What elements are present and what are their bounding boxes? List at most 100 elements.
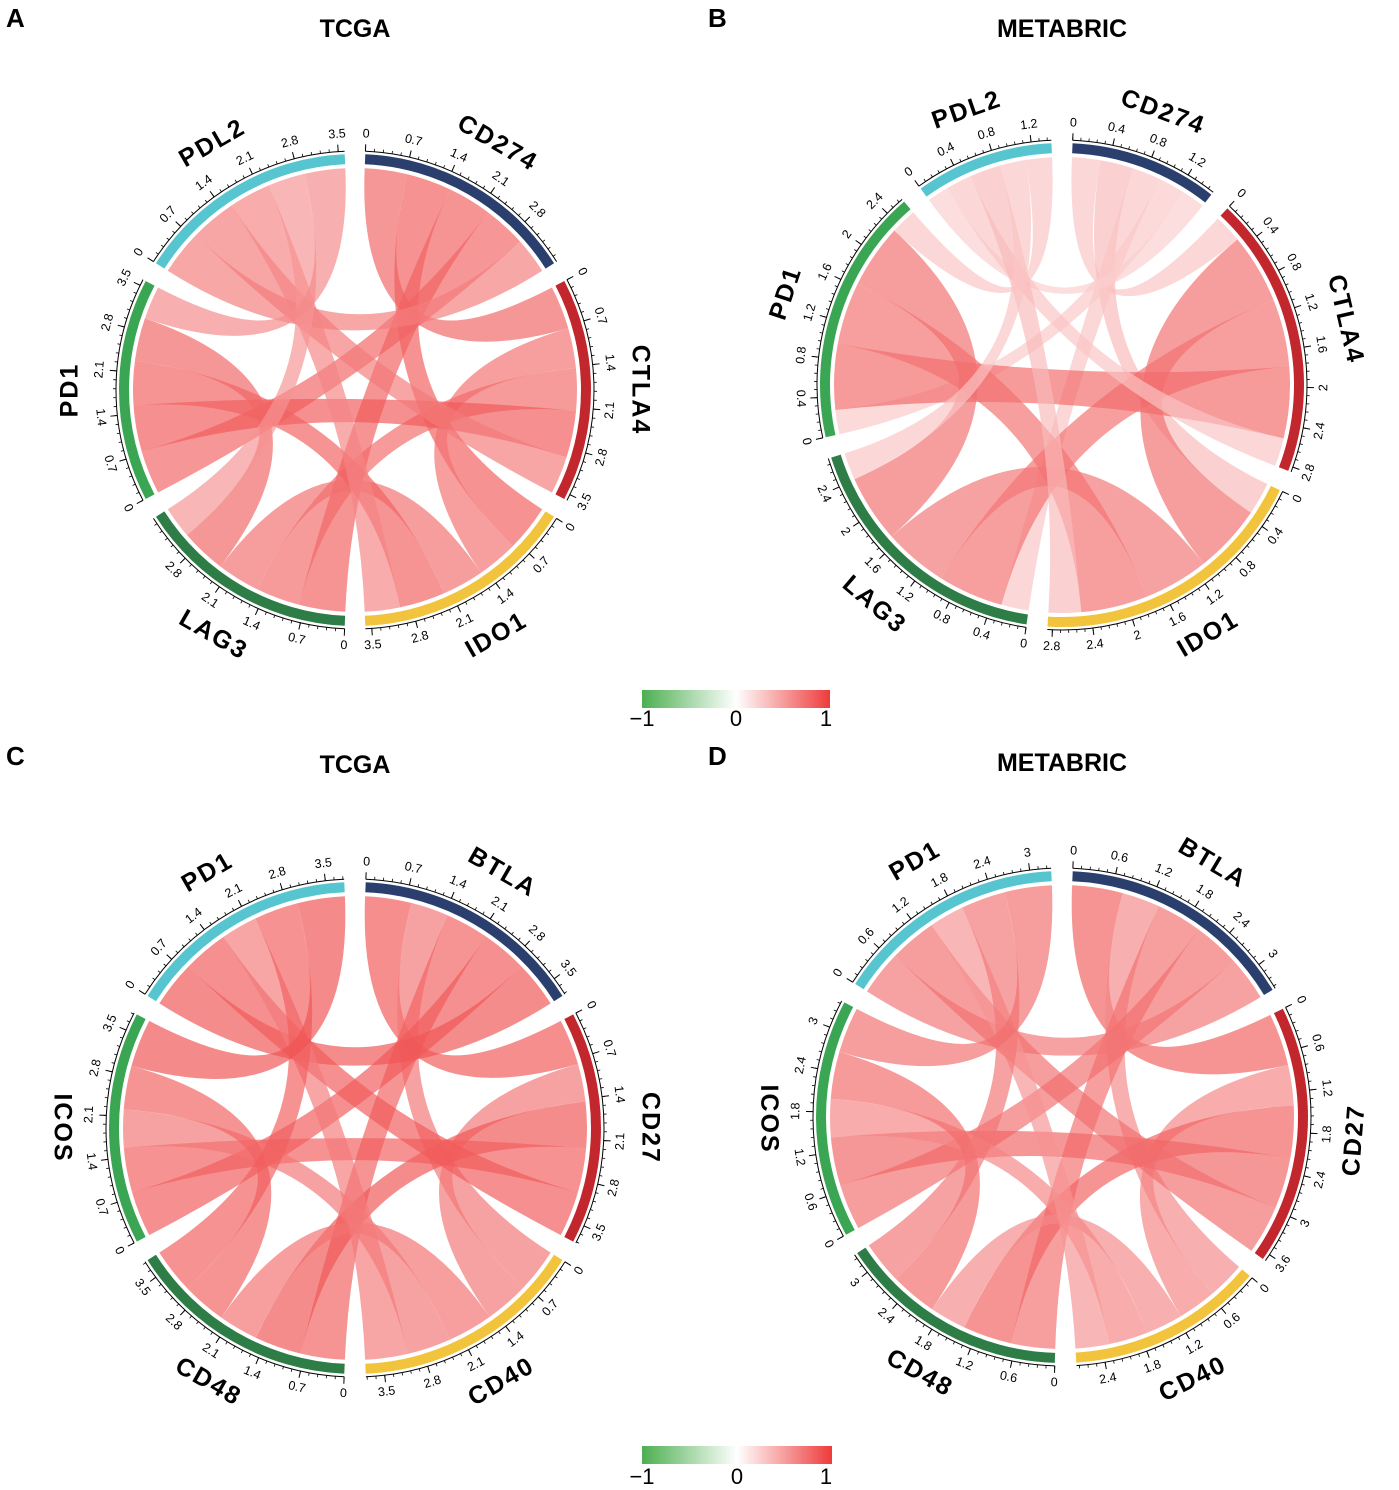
major-tick (837, 1235, 844, 1241)
minor-tick (1301, 1183, 1305, 1186)
minor-tick (1296, 1200, 1300, 1203)
major-tick (298, 1370, 302, 1378)
minor-tick (868, 229, 872, 232)
minor-tick (1273, 983, 1277, 987)
chord-cd48-icos (123, 1065, 272, 1318)
minor-tick (434, 161, 437, 165)
minor-tick (820, 1188, 824, 1190)
major-tick (199, 923, 205, 931)
chord-icos-pd1 (839, 885, 1053, 1067)
chord-cd27-pd1 (188, 936, 578, 1236)
tick-label: 2.1 (91, 360, 106, 378)
minor-tick (129, 300, 134, 303)
minor-tick (465, 601, 468, 605)
tick-label: 0 (340, 638, 348, 652)
minor-tick (859, 965, 863, 969)
minor-tick (818, 1179, 822, 1182)
chord-pd1-pdl2 (894, 157, 1053, 293)
chord-lag3-pdl2 (167, 173, 317, 536)
minor-tick (830, 471, 834, 474)
minor-tick (834, 285, 838, 288)
minor-tick (577, 302, 581, 305)
minor-tick (962, 609, 965, 613)
minor-tick (120, 1218, 124, 1221)
minor-tick (564, 991, 568, 994)
minor-tick (224, 591, 228, 595)
minor-tick (961, 885, 964, 889)
sector-axis-lag3 (153, 518, 345, 630)
minor-tick (818, 429, 822, 431)
chord-ctla4-ido1 (1140, 239, 1274, 564)
minor-tick (434, 889, 437, 893)
minor-tick (590, 1209, 594, 1211)
sector-axis-cd27 (1264, 1007, 1312, 1261)
minor-tick (586, 1035, 590, 1038)
minor-tick (590, 345, 594, 348)
minor-tick (1217, 573, 1221, 577)
sector-axis-pd1 (115, 279, 144, 501)
tick-label: 1.2 (1183, 1337, 1205, 1358)
sector-arc-cd27 (564, 1014, 601, 1242)
minor-tick (242, 175, 245, 179)
minor-tick (1129, 1356, 1132, 1360)
sector-label-ctla4: CTLA4 (1322, 272, 1370, 367)
minor-tick (209, 581, 213, 585)
minor-tick (459, 899, 462, 903)
colorbar-bottom: −1 0 1 (629, 1446, 832, 1489)
minor-tick (938, 897, 941, 901)
tick-label: 0.7 (101, 453, 119, 474)
minor-tick (1017, 625, 1019, 630)
tick-label: 2.8 (267, 864, 288, 882)
tick-label: 0.6 (1109, 848, 1129, 865)
minor-tick (1246, 1284, 1249, 1287)
minor-tick (401, 1372, 404, 1376)
tick-label: 1.4 (494, 585, 516, 607)
tick-label: 1.8 (912, 1333, 934, 1354)
major-tick (149, 1276, 157, 1282)
minor-tick (136, 492, 140, 495)
major-tick (255, 1357, 260, 1365)
minor-tick (926, 589, 929, 593)
minor-tick (888, 933, 892, 937)
chord-lag3-pdl2 (844, 159, 1032, 480)
tick-label: 0.6 (1221, 1310, 1243, 1332)
minor-tick (281, 617, 284, 621)
tick-label: 0 (362, 126, 370, 140)
tick-label: 3 (1297, 1217, 1313, 1229)
minor-tick (1253, 955, 1257, 959)
major-tick (601, 1095, 610, 1098)
tick-label: 2.1 (234, 148, 256, 168)
minor-tick (290, 620, 293, 624)
minor-tick (1139, 617, 1142, 621)
major-tick (1169, 604, 1174, 612)
chord-cd40-icos (122, 1109, 451, 1354)
minor-tick (231, 907, 235, 911)
major-tick (583, 1225, 591, 1230)
minor-tick (107, 1176, 111, 1178)
colorbar-gradient (642, 1446, 832, 1464)
minor-tick (549, 1282, 553, 1286)
tick-label: 0.4 (935, 139, 957, 159)
major-tick (927, 1329, 933, 1336)
minor-tick (873, 222, 877, 226)
chord-lag3-pd1 (854, 230, 978, 537)
tick-label: 3.5 (114, 267, 134, 289)
minor-tick (1302, 338, 1306, 340)
minor-tick (595, 1060, 599, 1063)
tick-label: 1.4 (602, 353, 618, 372)
sector-arcs (816, 871, 1308, 1363)
sector-arc-pdl2 (155, 154, 346, 269)
major-tick (575, 1009, 583, 1014)
tick-label: 2.8 (422, 1372, 443, 1390)
minor-tick (1001, 622, 1003, 626)
minor-tick (843, 501, 847, 504)
major-tick (873, 942, 880, 949)
minor-tick (547, 246, 551, 250)
minor-tick (442, 892, 445, 896)
tick-label: 2.1 (489, 893, 511, 914)
major-tick (592, 363, 600, 366)
minor-tick (1116, 623, 1118, 627)
minor-tick (530, 949, 534, 953)
panel-title: METABRIC (997, 15, 1127, 43)
major-tick (1187, 168, 1193, 176)
